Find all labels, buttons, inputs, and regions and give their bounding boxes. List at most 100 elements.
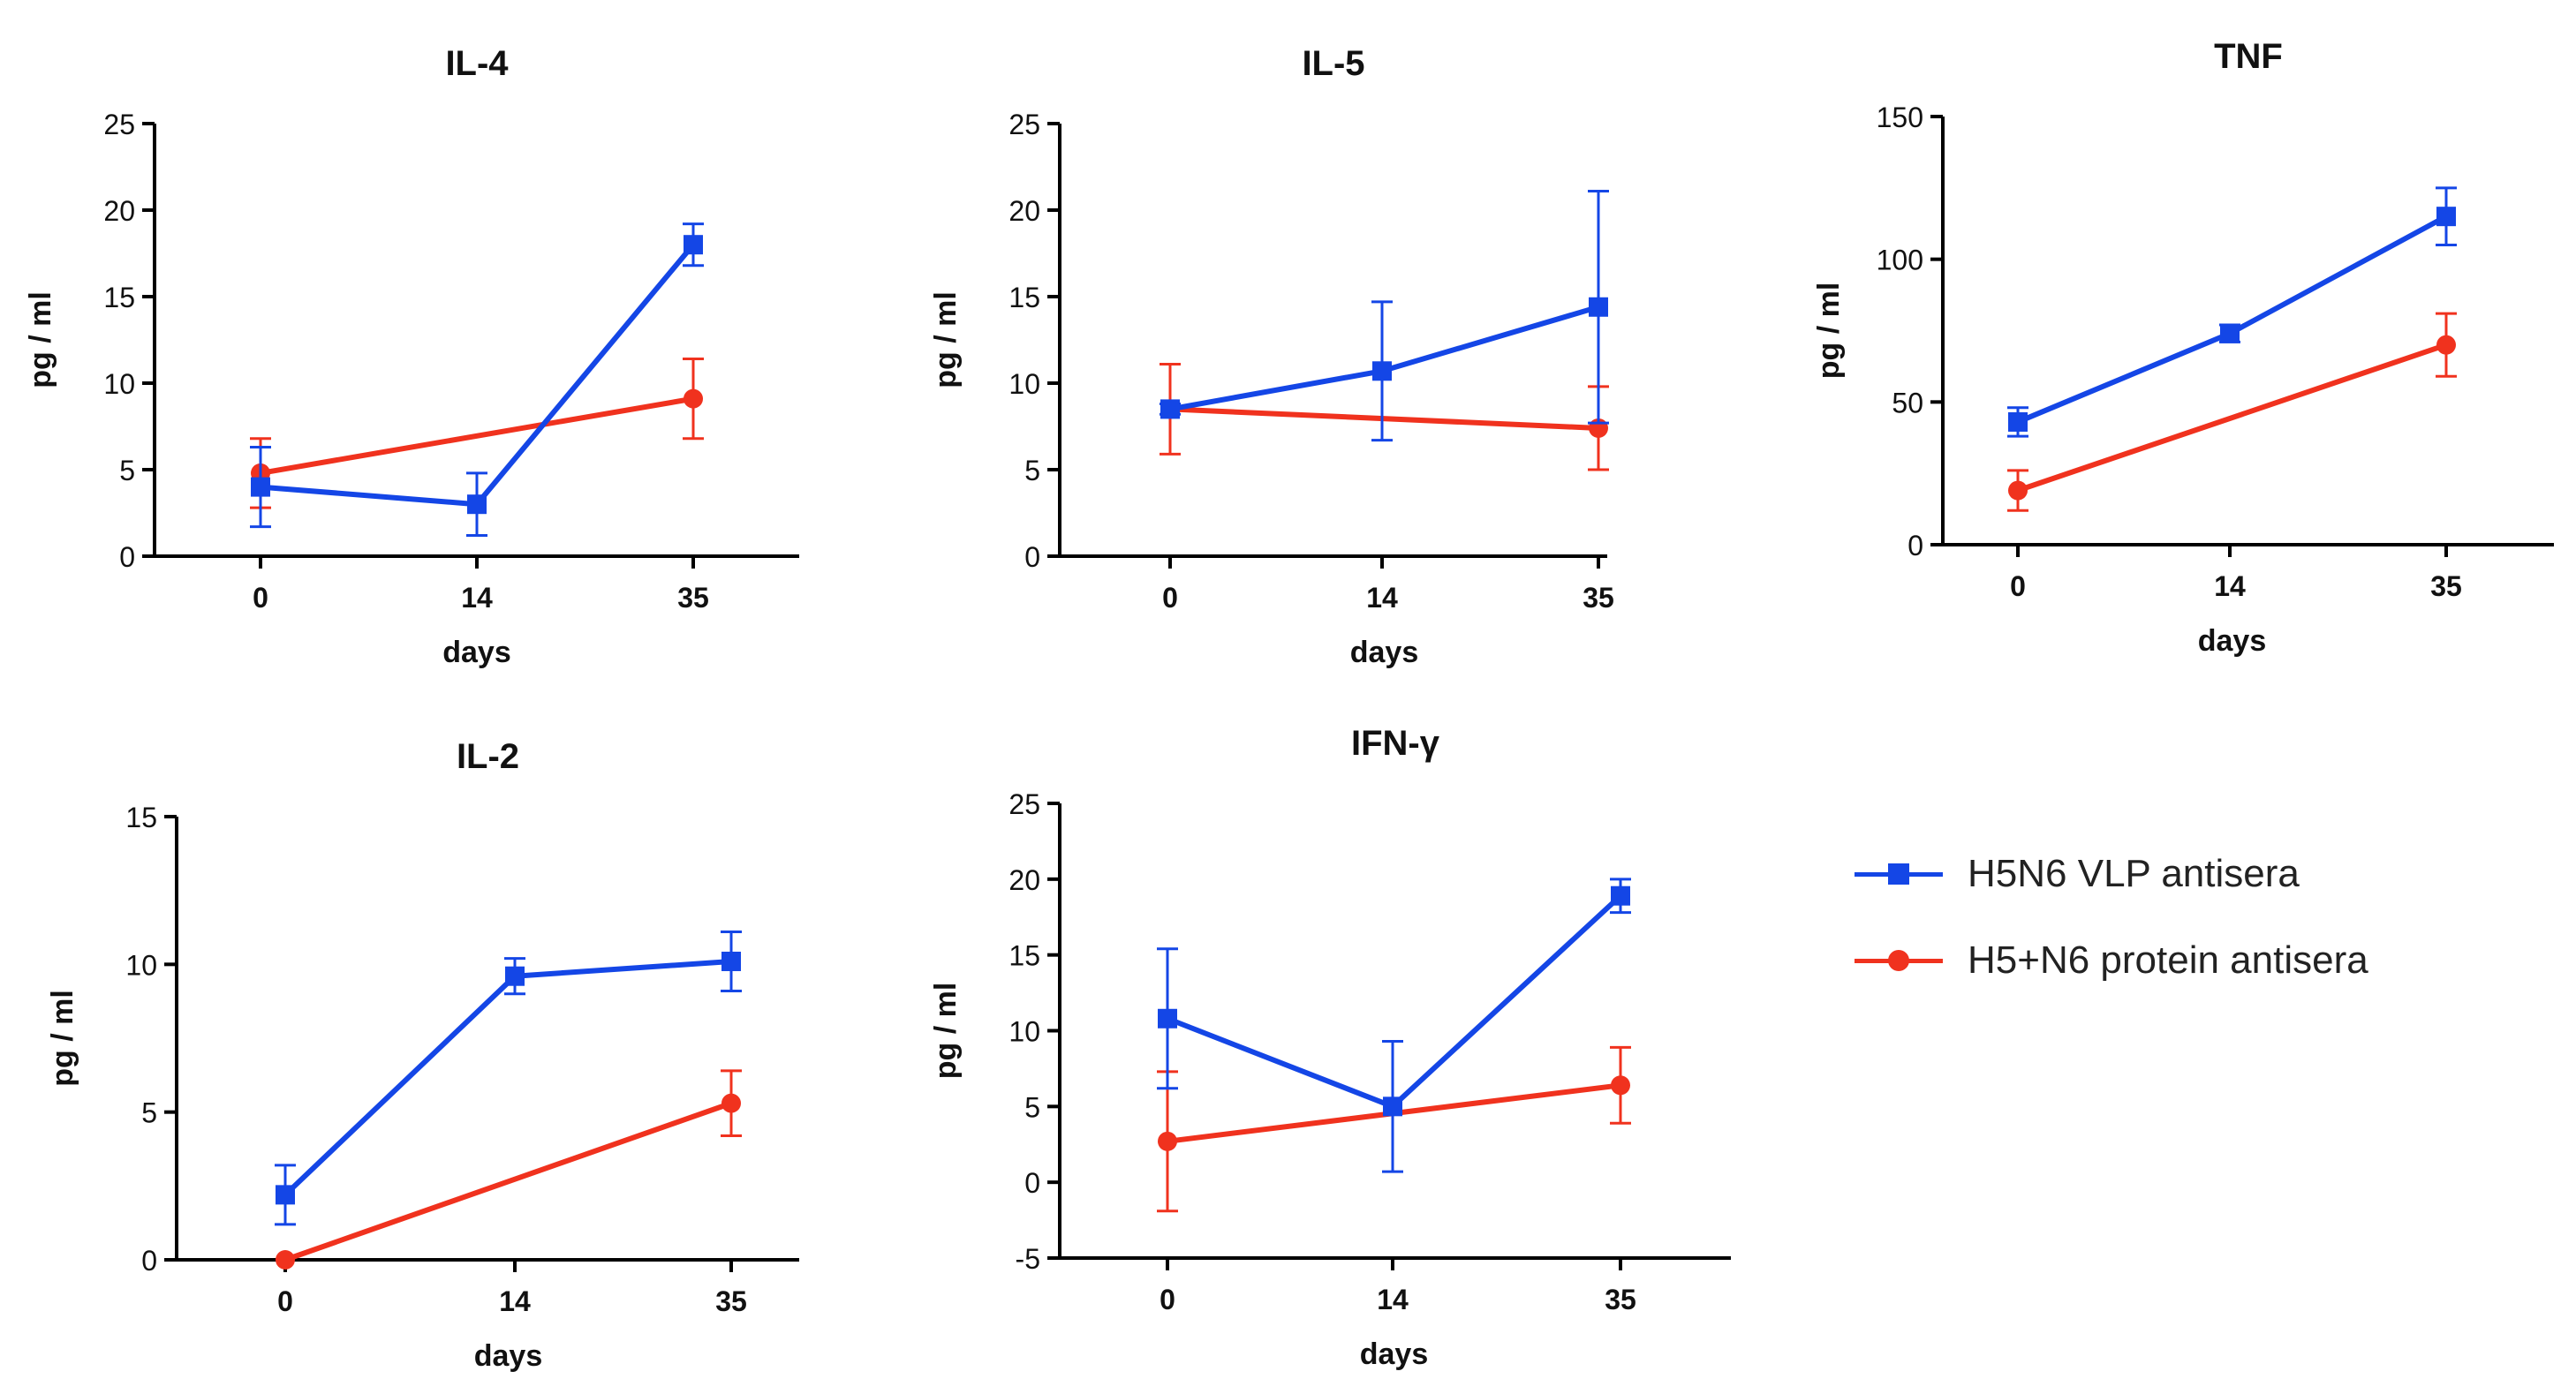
y-tick-label: 100 (1877, 245, 1923, 276)
y-tick-label: 20 (1008, 864, 1040, 896)
y-tick-label: 0 (1907, 530, 1923, 561)
series-vlp (1160, 189, 1609, 442)
data-point-square (276, 1185, 295, 1205)
y-axis-label: pg / ml (1812, 283, 1846, 380)
chart-panel-1: IL-5 0 5 10 15 20 25 0 14 35 days pg / ml (929, 44, 1614, 669)
data-point-square (1589, 297, 1608, 317)
y-tick-label: 10 (1008, 1016, 1040, 1048)
series-line (2017, 342, 2447, 494)
y-axis-label: pg / ml (929, 983, 963, 1080)
y-tick-label: -5 (1016, 1243, 1040, 1275)
legend-item-vlp: H5N6 VLP antisera (1855, 848, 2368, 900)
series-vlp (275, 931, 742, 1226)
legend-circle-marker-icon (1888, 950, 1909, 971)
legend-label-protein: H5+N6 protein antisera (1968, 938, 2368, 982)
legend-swatch-vlp (1855, 854, 1943, 894)
series-protein (2007, 312, 2457, 512)
series-line (283, 958, 732, 1197)
y-axis-label: pg / ml (46, 990, 79, 1087)
legend-swatch-protein (1855, 940, 1943, 981)
data-point-circle (721, 1093, 741, 1113)
chart-panel-0: IL-4 0 5 10 15 20 25 0 14 35 days pg / ml (24, 44, 799, 669)
y-tick-label: 0 (1024, 541, 1040, 573)
legend-item-protein: H5+N6 protein antisera (1855, 934, 2368, 987)
data-point-square (2008, 411, 2028, 432)
series-line (1169, 406, 1599, 431)
y-tick-label: 15 (103, 282, 135, 313)
x-tick-label: 14 (461, 582, 493, 614)
chart-panel-2: TNF 0 50 100 150 0 14 35 days pg / ml (1812, 37, 2554, 658)
series-line (260, 243, 696, 508)
series-vlp (1157, 878, 1631, 1173)
y-tick-label: 5 (119, 455, 135, 486)
data-point-square (467, 494, 487, 515)
data-point-circle (276, 1250, 295, 1270)
chart-title: IL-5 (1302, 44, 1364, 83)
y-tick-label: 5 (1024, 1091, 1040, 1123)
data-point-square (251, 477, 270, 497)
data-point-circle (2008, 480, 2028, 501)
legend-square-marker-icon (1888, 863, 1909, 885)
x-tick-label: 14 (499, 1285, 531, 1317)
y-tick-label: 0 (141, 1245, 157, 1277)
series-line (260, 396, 694, 476)
y-tick-label: 0 (119, 541, 135, 573)
x-tick-label: 0 (2010, 570, 2026, 602)
chart-title: IL-2 (457, 737, 519, 776)
x-axis-label: days (474, 1339, 543, 1373)
x-tick-label: 0 (277, 1285, 293, 1317)
x-axis-label: days (442, 636, 511, 669)
series-line (1169, 304, 1599, 412)
data-point-square (1372, 361, 1392, 381)
data-point-square (505, 966, 525, 986)
y-tick-label: 50 (1892, 387, 1923, 418)
data-point-circle (2436, 335, 2456, 355)
y-tick-label: 25 (1008, 788, 1040, 820)
legend: H5N6 VLP antisera H5+N6 protein antisera (1855, 848, 2368, 1021)
x-tick-label: 35 (715, 1285, 747, 1317)
y-axis-label: pg / ml (24, 291, 57, 388)
x-axis-label: days (1360, 1337, 1429, 1371)
data-point-square (2220, 323, 2240, 343)
x-tick-label: 0 (1162, 582, 1178, 614)
x-tick-label: 35 (1605, 1284, 1636, 1315)
y-tick-label: 15 (1008, 940, 1040, 972)
y-tick-label: 25 (103, 109, 135, 140)
y-tick-label: 150 (1877, 102, 1923, 133)
x-tick-label: 14 (2214, 570, 2246, 602)
data-point-square (1160, 399, 1180, 419)
series-line (2016, 214, 2448, 425)
y-tick-label: 20 (1008, 195, 1040, 227)
y-tick-label: 5 (1024, 455, 1040, 486)
y-tick-label: 25 (1008, 109, 1040, 140)
y-tick-label: 20 (103, 195, 135, 227)
data-point-circle (1158, 1131, 1177, 1151)
data-point-square (721, 951, 741, 971)
series-vlp (2007, 186, 2457, 438)
x-tick-label: 35 (677, 582, 709, 614)
x-tick-label: 14 (1377, 1284, 1409, 1315)
data-point-square (2436, 207, 2456, 227)
series-line (284, 1100, 732, 1262)
y-tick-label: 10 (125, 949, 157, 981)
x-tick-label: 0 (253, 582, 268, 614)
x-axis-label: days (2198, 624, 2267, 658)
chart-title: TNF (2214, 37, 2283, 76)
y-tick-label: 15 (1008, 282, 1040, 313)
y-tick-label: 15 (125, 802, 157, 833)
y-tick-label: 0 (1024, 1167, 1040, 1199)
chart-title: IFN-γ (1351, 724, 1440, 763)
data-point-square (1383, 1096, 1402, 1117)
data-point-square (1158, 1008, 1177, 1029)
series-protein (276, 1069, 742, 1270)
y-tick-label: 10 (103, 368, 135, 400)
chart-panel-3: IL-2 0 5 10 15 0 14 35 days pg / ml (46, 737, 799, 1373)
chart-title: IL-4 (445, 44, 509, 83)
x-tick-label: 35 (2430, 570, 2462, 602)
series-vlp (250, 222, 704, 537)
x-tick-label: 14 (1366, 582, 1398, 614)
data-point-square (684, 235, 703, 255)
y-axis-label: pg / ml (929, 291, 963, 388)
legend-label-vlp: H5N6 VLP antisera (1968, 852, 2300, 895)
